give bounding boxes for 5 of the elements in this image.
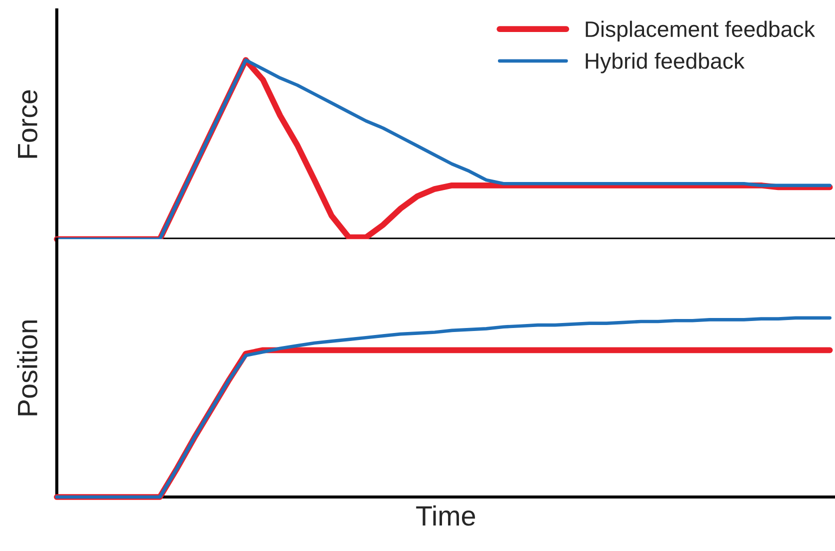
- x-axis-title: Time: [416, 505, 475, 526]
- legend-label: Displacement feedback: [586, 20, 816, 42]
- y-axis-title: Force: [18, 90, 38, 158]
- legend-label: Hybrid feedback: [586, 52, 745, 74]
- y-axis-title: Position: [16, 320, 38, 416]
